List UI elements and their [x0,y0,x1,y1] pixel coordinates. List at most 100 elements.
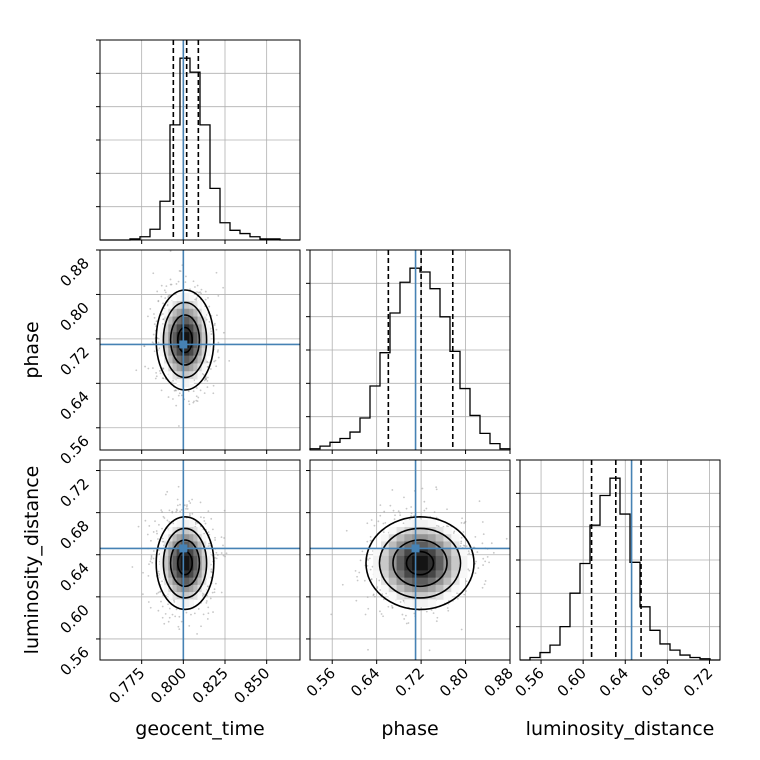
sample-point [433,511,436,514]
sample-point [188,403,191,406]
sample-point [474,535,477,538]
y-tick-label: 0.64 [56,387,92,423]
density-cell [164,563,169,571]
density-cell [404,541,413,550]
density-cell [193,577,198,586]
sample-point [185,507,187,510]
sample-point [213,588,216,591]
sample-point [492,551,495,554]
sample-point [192,280,195,283]
density-cell [172,347,178,357]
sample-point [191,498,193,501]
density-cell [176,526,182,535]
sample-point [435,620,438,623]
density-cell [172,577,178,586]
sample-point [371,565,374,568]
sample-point [356,579,359,582]
density-cell [168,300,173,310]
density-cell [404,599,413,608]
density-cell [380,548,390,557]
density-cell [172,570,178,579]
sample-point [156,337,159,340]
sample-point [163,517,166,519]
density-cell [197,577,203,586]
panel-frame [99,39,301,241]
sample-point [361,550,364,553]
density-cell [388,577,398,586]
density-cell [380,555,390,564]
sample-point [213,360,216,363]
density-cell [193,363,198,372]
sample-point [164,291,167,294]
sample-point [383,510,386,513]
sample-point [366,522,369,525]
density-cell [189,526,194,535]
sample-point [177,625,180,628]
sample-point [207,376,209,379]
sample-point [171,511,174,514]
sample-point [157,570,160,573]
density-cell [189,570,194,579]
sample-point [157,341,160,344]
sample-point [137,525,140,528]
y-tick-label: 0.72 [56,475,92,511]
sample-point [152,557,155,560]
density-cell [176,555,182,564]
sample-point [195,297,198,300]
sample-point [394,514,396,517]
density-cell [201,324,207,333]
density-cell [172,534,178,542]
sample-point [178,270,181,272]
histogram-phase [309,267,511,450]
sample-point [379,514,382,517]
density-cell [164,534,169,542]
density-cell [189,308,194,318]
sample-point [385,592,388,595]
density-cell [201,570,207,579]
sample-point [161,511,163,513]
sample-point [153,313,155,315]
sample-point [465,590,467,592]
density-cell [435,584,444,593]
density-cell [205,555,211,564]
sample-point [163,622,166,625]
sample-point [222,554,225,557]
density-cell [205,332,211,341]
sample-point [149,606,152,609]
marginal-panel-geocent_time [96,39,301,244]
sample-point [208,542,210,545]
density-cell [185,293,190,302]
density-cell [404,526,413,535]
sample-point [436,616,439,619]
density-cell [420,519,429,528]
sample-point [405,622,408,625]
sample-point [168,509,171,512]
sample-point [389,504,392,507]
density-cell [185,379,190,388]
sample-point [179,503,181,506]
sample-point [364,613,367,616]
sample-point [177,425,180,427]
density-cell [164,308,169,318]
sample-point [345,529,348,532]
joint-panel-phase-luminosity_distance [306,459,511,664]
density-cell [172,324,178,333]
sample-point [135,369,138,372]
sample-point [159,590,162,593]
sample-point [437,525,440,528]
sample-point [189,502,192,504]
density-cell [185,534,190,542]
sample-point [212,384,215,387]
density-cell [420,577,429,586]
sample-point [505,537,508,540]
sample-point [207,296,209,299]
sample-point [164,493,167,496]
density-cell [443,548,452,557]
sample-point [210,333,213,335]
density-cell [435,563,444,571]
sample-point [175,511,178,513]
sample-point [168,294,171,297]
panel-frame [519,459,721,661]
sample-point [185,505,188,508]
density-cell [420,599,429,608]
